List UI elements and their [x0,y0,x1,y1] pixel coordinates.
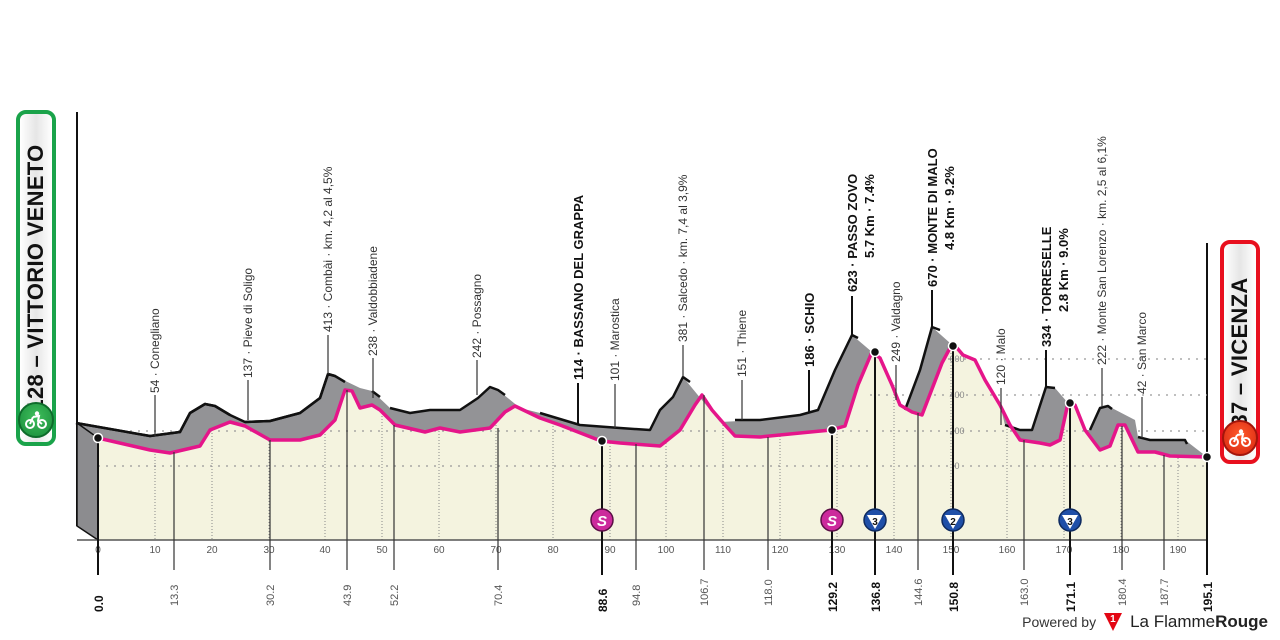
svg-text:150: 150 [943,545,960,556]
svg-text:200: 200 [949,426,964,436]
kom-badge-cat2: 2 [941,508,965,532]
svg-text:S: S [827,513,837,530]
svg-text:20: 20 [206,545,218,556]
finish-location-label: 37 – VICENZA [1227,277,1252,427]
svg-text:140: 140 [886,545,903,556]
waypoint-label: 623 · PASSO ZOVO [845,174,860,292]
svg-text:60: 60 [433,545,445,556]
svg-text:80: 80 [547,545,559,556]
km-label: 195.1 [1201,582,1215,612]
svg-text:120: 120 [772,545,789,556]
km-label: 187.7 [1159,578,1171,606]
waypoint-label: 54 · Conegliano [148,308,162,393]
waypoint-label: 114 · BASSANO DEL GRAPPA [571,194,586,380]
finish-location-cap: 37 – VICENZA [1220,240,1260,464]
waypoint-leaders [97,346,1208,575]
label-leaders [154,290,1143,438]
km-label: 43.9 [342,585,354,606]
svg-text:0: 0 [954,461,959,471]
waypoint-label: 137 · Pieve di Soligo [241,268,255,378]
km-label: 129.2 [826,582,840,612]
sprint-badge-1: S [590,508,614,532]
waypoint-label: 249 · Valdagno [889,281,903,362]
km-label: 0.0 [92,595,106,612]
waypoint-label: 242 · Possagno [470,274,484,358]
svg-text:40: 40 [319,545,331,556]
km-label: 30.2 [265,585,277,606]
brand-logo[interactable]: La FlammeRouge [1130,612,1268,631]
svg-text:70: 70 [490,545,502,556]
waypoint-label: 670 · MONTE DI MALO [925,148,940,287]
svg-text:130: 130 [829,545,846,556]
key-point-markers [92,340,1213,463]
km-label: 150.8 [947,582,961,612]
sprint-badge-2: S [820,508,844,532]
powered-by-text: Powered by [1022,614,1097,630]
svg-text:S: S [597,513,607,530]
svg-text:400: 400 [949,390,964,400]
powered-by-footer: Powered by 1 La FlammeRouge [1022,612,1268,632]
km-label: 106.7 [699,578,711,606]
svg-text:90: 90 [604,545,616,556]
svg-text:190: 190 [1170,545,1187,556]
waypoint-label: 101 · Marostica [608,298,622,381]
svg-text:30: 30 [263,545,275,556]
svg-text:100: 100 [658,545,675,556]
waypoint-sublabel: 5.7 Km · 7.4% [862,174,877,258]
start-location-cap: 128 – VITTORIO VENETO [16,110,56,446]
svg-text:160: 160 [999,545,1016,556]
svg-text:110: 110 [715,545,731,556]
svg-text:10: 10 [149,545,161,556]
waypoint-sublabel: 4.8 Km · 9.2% [942,166,957,250]
waypoint-label: 151 · Thiene [735,310,749,377]
profile-front-line [97,346,1208,459]
svg-text:2: 2 [950,517,956,528]
waypoint-label: 222 · Monte San Lorenzo · km. 2,5 al 6,1… [1095,136,1109,365]
waypoint-label: 42 · San Marco [1135,312,1149,394]
svg-text:170: 170 [1056,545,1073,556]
km-label: 180.4 [1117,578,1129,606]
km-label: 171.1 [1064,582,1078,612]
km-label: 52.2 [389,585,401,606]
kom-badge-cat3-2: 3 [1058,508,1082,532]
svg-text:50: 50 [376,545,388,556]
waypoint-label: 413 · Combài · km. 4,2 al 4,5% [321,166,335,332]
profile-ridge-outline-path [75,325,1189,445]
km-label: 88.6 [596,588,610,612]
altitude-tick-labels: 0 200 400 600 [949,354,964,471]
waypoint-label: 334 · TORRESELLE [1039,226,1054,347]
km-label: 94.8 [631,585,643,606]
km-label: 136.8 [869,582,883,612]
svg-text:3: 3 [872,517,878,528]
kom-badge-cat3-1: 3 [863,508,887,532]
waypoint-label: 238 · Valdobbiadene [366,246,380,356]
km-label: 70.4 [493,585,505,606]
km-label: 13.3 [169,585,181,606]
svg-text:3: 3 [1067,517,1073,528]
start-location-label: 128 – VITTORIO VENETO [23,144,48,412]
waypoint-sublabel: 2.8 Km · 9.0% [1056,228,1071,312]
svg-text:600: 600 [949,354,964,364]
flamme-rouge-flag-icon: 1 [1104,613,1123,631]
km-distance-labels: 0.0 13.3 30.2 43.9 52.2 70.4 88.6 94.8 1… [92,578,1215,612]
waypoint-label: 381 · Salcedo · km. 7,4 al 3,9% [676,174,690,342]
km-label: 144.6 [913,578,925,606]
waypoint-labels: 54 · Conegliano 137 · Pieve di Soligo 41… [148,136,1149,394]
waypoint-label: 186 · SCHIO [802,293,817,367]
profile-shaded-ridge [76,327,1207,457]
cyclist-finish-icon [1222,420,1258,456]
cyclist-start-icon [18,402,54,438]
waypoint-label: 120 · Malo [994,328,1008,385]
svg-text:180: 180 [1113,545,1130,556]
km-label: 163.0 [1019,578,1031,606]
km-label: 118.0 [763,579,775,606]
